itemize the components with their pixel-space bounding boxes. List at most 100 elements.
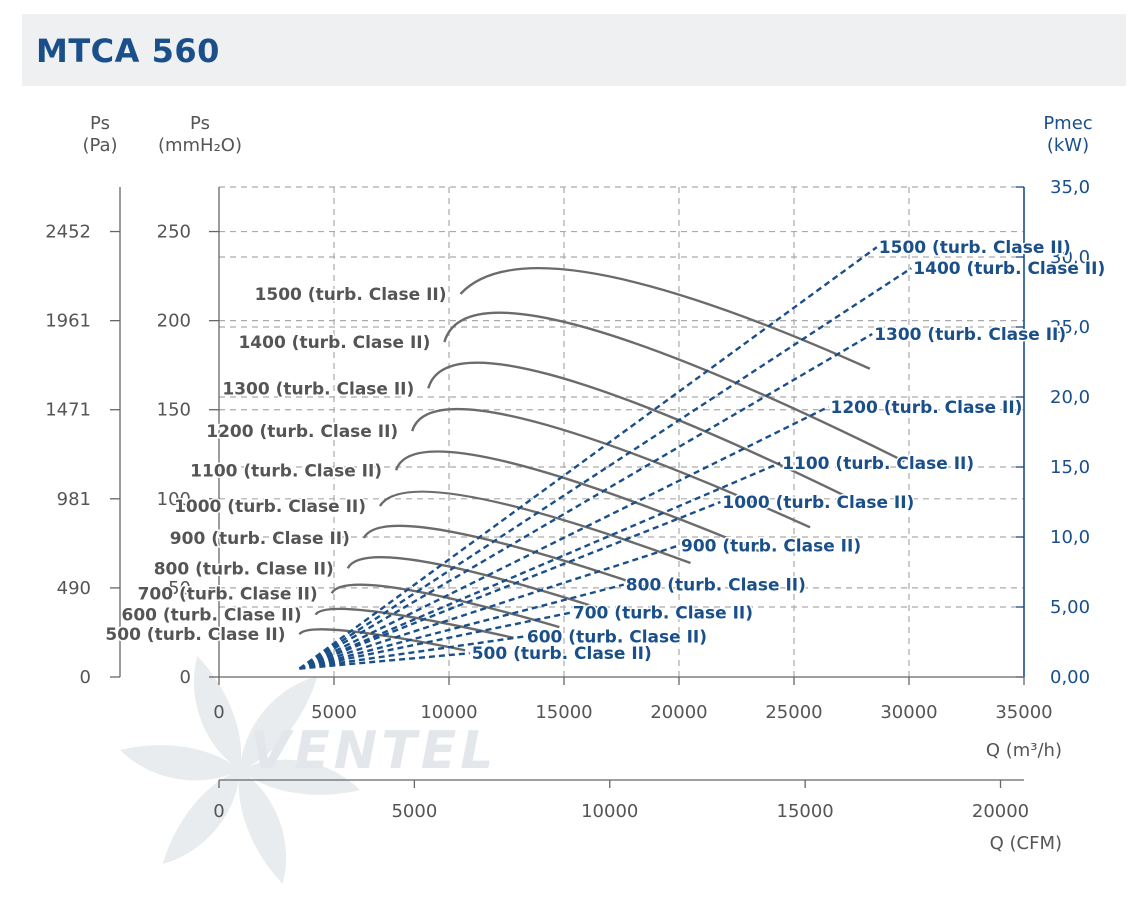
- pressure-curve-label-600: 600 (turb. Clase II): [122, 606, 302, 626]
- pa-tick-label: 1471: [45, 400, 91, 421]
- cfm-tick-label: 20000: [972, 801, 1029, 822]
- chart-title: MTCA 560: [36, 32, 220, 70]
- mmh2o-tick-label: 250: [157, 222, 191, 243]
- pressure-curve-600: [314, 607, 514, 639]
- pressure-curve-500: [298, 628, 466, 652]
- q-tick-label: 10000: [420, 702, 477, 723]
- pressure-curve-1400: [443, 311, 905, 463]
- pressure-curve-label-800: 800 (turb. Clase II): [154, 559, 334, 579]
- cfm-tick-label: 5000: [391, 801, 437, 822]
- pressure-curve-1100: [394, 450, 763, 554]
- mmh2o-axis-title: Ps: [190, 113, 210, 134]
- grid-lines: [219, 186, 1024, 677]
- pressure-curve-800: [346, 556, 609, 613]
- pressure-curve-1000: [378, 490, 691, 565]
- power-curve-600: [299, 635, 526, 670]
- cfm-tick-label: 15000: [777, 801, 834, 822]
- ventel-watermark: VENTEL: [120, 656, 497, 884]
- power-curve-label-1300: 1300 (turb. Clase II): [874, 325, 1066, 345]
- q-tick-label: 30000: [880, 702, 937, 723]
- pa-axis-title: Ps: [90, 113, 110, 134]
- mmh2o-tick-label: 150: [157, 400, 191, 421]
- watermark-fan-blade: [238, 770, 286, 884]
- kw-tick-label: 5,00: [1050, 597, 1090, 618]
- power-curve-label-1200: 1200 (turb. Clase II): [831, 398, 1023, 418]
- kw-tick-label: 30,0: [1050, 247, 1090, 268]
- mmh2o-tick-label: 50: [168, 578, 191, 599]
- pa-tick-label: 2452: [45, 222, 91, 243]
- pa-tick-label: 1961: [45, 311, 91, 332]
- pa-tick-label: 981: [57, 489, 91, 510]
- kw-tick-label: 35,0: [1050, 177, 1090, 198]
- power-curve-900: [299, 544, 680, 670]
- watermark-fan-blade: [240, 759, 360, 795]
- power-curve-1300: [298, 332, 873, 670]
- power-curve-labels: 1500 (turb. Clase II)1400 (turb. Clase I…: [470, 237, 1107, 666]
- pressure-curve-label-1500: 1500 (turb. Clase II): [255, 285, 447, 305]
- q-tick-label: 35000: [995, 702, 1052, 723]
- pa-tick-label: 490: [57, 578, 91, 599]
- watermark-logo: VENTEL: [250, 721, 497, 781]
- cfm-tick-label: 0: [213, 801, 224, 822]
- power-curve-1100: [299, 461, 781, 670]
- mmh2o-tick-label: 200: [157, 311, 191, 332]
- power-curve-1000: [299, 500, 721, 670]
- power-curve-label-800: 800 (turb. Clase II): [626, 576, 806, 596]
- pressure-curve-label-900: 900 (turb. Clase II): [170, 529, 350, 549]
- q-tick-label: 5000: [311, 702, 357, 723]
- q-axis-title: Q (m³/h): [986, 740, 1062, 761]
- pa-tick-label: 0: [80, 667, 91, 688]
- watermark-fan-blade: [240, 676, 318, 770]
- title-band: MTCA 560: [22, 14, 1126, 86]
- kw-tick-label: 15,0: [1050, 457, 1090, 478]
- power-curve-label-700: 700 (turb. Clase II): [573, 604, 753, 624]
- watermark-fan-blade: [120, 745, 240, 781]
- cfm-axis-title: Q (CFM): [990, 833, 1062, 854]
- power-curve-label-1100: 1100 (turb. Clase II): [782, 454, 974, 474]
- cfm-tick-label: 10000: [581, 801, 638, 822]
- power-curve-label-500: 500 (turb. Clase II): [472, 644, 652, 664]
- power-curve-1400: [298, 267, 912, 670]
- kw-tick-label: 10,0: [1050, 527, 1090, 548]
- pressure-curves: [298, 267, 905, 652]
- q-tick-label: 25000: [765, 702, 822, 723]
- pressure-curve-labels: 1500 (turb. Clase II) 1400 (turb. Clase I…: [104, 283, 448, 646]
- power-curve-label-600: 600 (turb. Clase II): [527, 627, 707, 647]
- pressure-curve-label-1100: 1100 (turb. Clase II): [190, 461, 382, 481]
- pressure-curve-900: [362, 524, 655, 591]
- pressure-curve-label-700: 700 (turb. Clase II): [138, 584, 318, 604]
- pa-axis-unit: (Pa): [82, 135, 117, 156]
- pressure-curve-label-1300: 1300 (turb. Clase II): [222, 379, 414, 399]
- mmh2o-tick-label: 0: [180, 667, 191, 688]
- power-curve-label-1400: 1400 (turb. Clase II): [913, 259, 1105, 279]
- power-curves: [298, 246, 912, 670]
- power-curve-1200: [298, 405, 830, 670]
- power-curve-label-1500: 1500 (turb. Clase II): [879, 238, 1071, 258]
- power-curve-700: [299, 611, 572, 670]
- pressure-curve-label-1000: 1000 (turb. Clase II): [174, 497, 366, 517]
- axes: 0490981147119612452Ps(Pa)050100150200250…: [45, 113, 1092, 854]
- pressure-curve-1500: [459, 267, 871, 370]
- q-tick-label: 20000: [650, 702, 707, 723]
- pressure-curve-700: [330, 583, 560, 629]
- kw-tick-label: 20,0: [1050, 387, 1090, 408]
- kw-axis-title: Pmec: [1043, 113, 1092, 134]
- kw-tick-label: 0,00: [1050, 667, 1090, 688]
- kw-axis-unit: (kW): [1047, 135, 1089, 156]
- q-tick-label: 15000: [535, 702, 592, 723]
- power-curve-label-1000: 1000 (turb. Clase II): [722, 493, 914, 513]
- power-curve-800: [299, 583, 625, 670]
- mmh2o-tick-label: 100: [157, 489, 191, 510]
- watermark-fan-blade: [194, 656, 242, 770]
- power-curve-1500: [298, 246, 878, 670]
- pressure-curve-label-1400: 1400 (turb. Clase II): [238, 333, 430, 353]
- mmh2o-axis-unit: (mmH₂O): [158, 135, 242, 156]
- power-curve-500: [299, 652, 470, 670]
- pressure-curve-label-1200: 1200 (turb. Clase II): [206, 422, 398, 442]
- pressure-curve-label-500: 500 (turb. Clase II): [105, 625, 285, 645]
- watermark-fan-blade: [162, 770, 240, 864]
- power-curve-label-900: 900 (turb. Clase II): [681, 536, 861, 556]
- pressure-curve-1200: [411, 407, 811, 529]
- pressure-curve-1300: [427, 361, 859, 504]
